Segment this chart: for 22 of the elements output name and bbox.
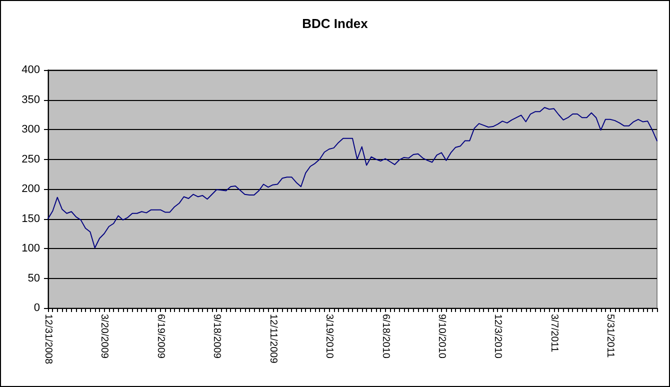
x-tick-label: 12/11/2009 (267, 314, 278, 364)
x-tick-label: 12/31/2008 (42, 314, 54, 364)
x-tick-label: 5/31/2011 (604, 314, 616, 358)
y-tick-label: 0 (34, 302, 40, 314)
x-tick-label: 9/18/2009 (211, 314, 222, 359)
x-tick-label: 9/10/2010 (436, 314, 448, 359)
x-tick-label: 12/3/2010 (492, 314, 504, 359)
x-tick-label: 3/20/2009 (98, 314, 110, 359)
y-tick-label: 400 (22, 64, 40, 76)
chart-title: BDC Index (302, 16, 369, 31)
x-tick-label: 6/18/2010 (380, 314, 391, 359)
y-tick-label: 50 (28, 272, 40, 284)
x-tick-label: 6/19/2009 (154, 314, 166, 359)
y-tick-label: 100 (22, 242, 40, 254)
y-tick-label: 350 (22, 94, 40, 106)
y-tick-label: 200 (22, 183, 40, 195)
y-tick-label: 300 (22, 124, 40, 136)
y-tick-label: 150 (22, 212, 40, 225)
y-tick-label: 250 (22, 153, 40, 166)
x-tick-label: 3/19/2010 (324, 314, 335, 359)
x-tick-label: 3/7/2011 (548, 314, 560, 353)
line-series (48, 106, 658, 248)
